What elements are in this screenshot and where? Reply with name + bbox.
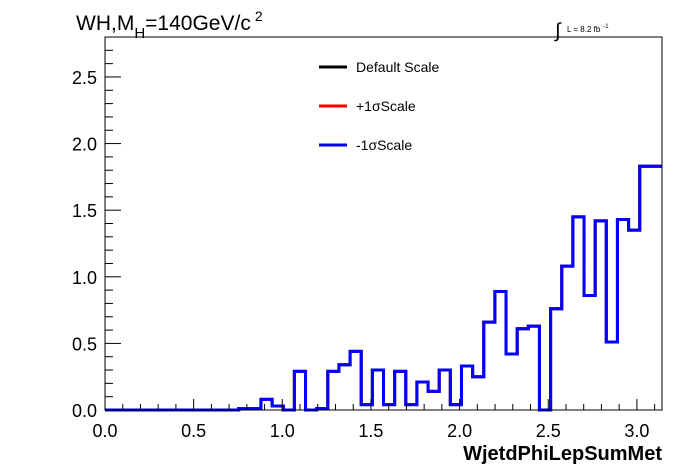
y-tick-label: 0.0: [72, 401, 97, 421]
series-minus1sigma-line: [105, 164, 662, 412]
chart-title-main: WH,M: [76, 12, 134, 35]
x-axis-title: WjetdPhiLepSumMet: [463, 443, 662, 465]
legend-label-plus1sigma: +1σScale: [356, 98, 416, 114]
lumi-label: L = 8.2 fb -1: [567, 24, 609, 34]
y-tick-label: 0.5: [72, 334, 97, 354]
y-axis-ticks: 0.0 0.5 1.0 1.5 2.0 2.5: [72, 36, 121, 421]
y-tick-label: 2.0: [72, 135, 97, 155]
series-layer: [105, 164, 662, 412]
x-tick-label: 2.0: [447, 421, 472, 441]
x-tick-label: 2.5: [536, 421, 561, 441]
y-tick-label: 2.5: [72, 68, 97, 88]
lumi-label-text: L = 8.2 fb: [567, 25, 601, 34]
legend-label-default: Default Scale: [356, 59, 439, 75]
chart-title-rest: =140GeV/c: [145, 12, 251, 35]
y-tick-label: 1.0: [72, 268, 97, 288]
y-tick-label: 1.5: [72, 201, 97, 221]
chart-title-subscript: H: [134, 25, 145, 42]
x-tick-label: 1.5: [358, 421, 383, 441]
legend: Default Scale +1σScale -1σScale: [319, 59, 439, 153]
x-tick-label: 3.0: [624, 421, 649, 441]
chart-title: WH,MH=140GeV/c 2: [76, 8, 263, 42]
lumi-integral-symbol: ∫: [554, 20, 562, 42]
x-axis-ticks: 0.0 0.5 1.0 1.5 2.0 2.5 3.0: [92, 399, 656, 441]
x-tick-label: 0.5: [181, 421, 206, 441]
chart-title-superscript: 2: [255, 8, 263, 24]
x-tick-label: 0.0: [92, 421, 117, 441]
lumi-label-superscript: -1: [603, 24, 609, 30]
x-tick-label: 1.0: [270, 421, 295, 441]
legend-label-minus1sigma: -1σScale: [356, 137, 412, 153]
